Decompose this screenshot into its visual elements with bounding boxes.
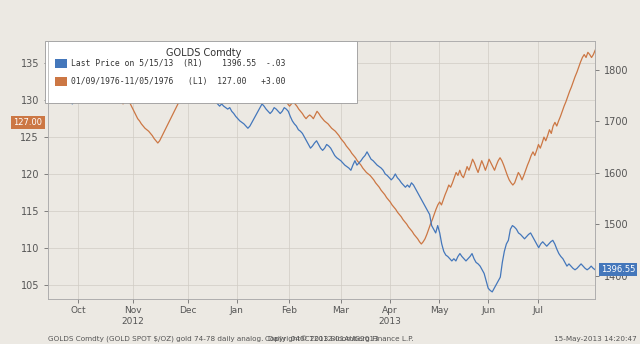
Text: Copyright© 2013 Bloomberg Finance L.P.: Copyright© 2013 Bloomberg Finance L.P. xyxy=(265,336,413,342)
Text: GOLDS Comdty: GOLDS Comdty xyxy=(166,48,242,58)
Text: 1396.55: 1396.55 xyxy=(601,265,635,274)
FancyBboxPatch shape xyxy=(54,77,67,86)
FancyBboxPatch shape xyxy=(45,41,357,103)
Text: Last Price on 5/15/13  (R1)    1396.55  -.03: Last Price on 5/15/13 (R1) 1396.55 -.03 xyxy=(71,59,285,68)
Text: GOLDS Comdty (GOLD SPOT $/OZ) gold 74-78 daily analog.  Daily  040CT2012-01AUG20: GOLDS Comdty (GOLD SPOT $/OZ) gold 74-78… xyxy=(48,336,379,342)
FancyBboxPatch shape xyxy=(54,58,67,68)
Text: 01/09/1976-11/05/1976   (L1)  127.00   +3.00: 01/09/1976-11/05/1976 (L1) 127.00 +3.00 xyxy=(71,77,285,86)
Text: 127.00: 127.00 xyxy=(13,118,42,127)
Text: 15-May-2013 14:20:47: 15-May-2013 14:20:47 xyxy=(554,336,637,342)
